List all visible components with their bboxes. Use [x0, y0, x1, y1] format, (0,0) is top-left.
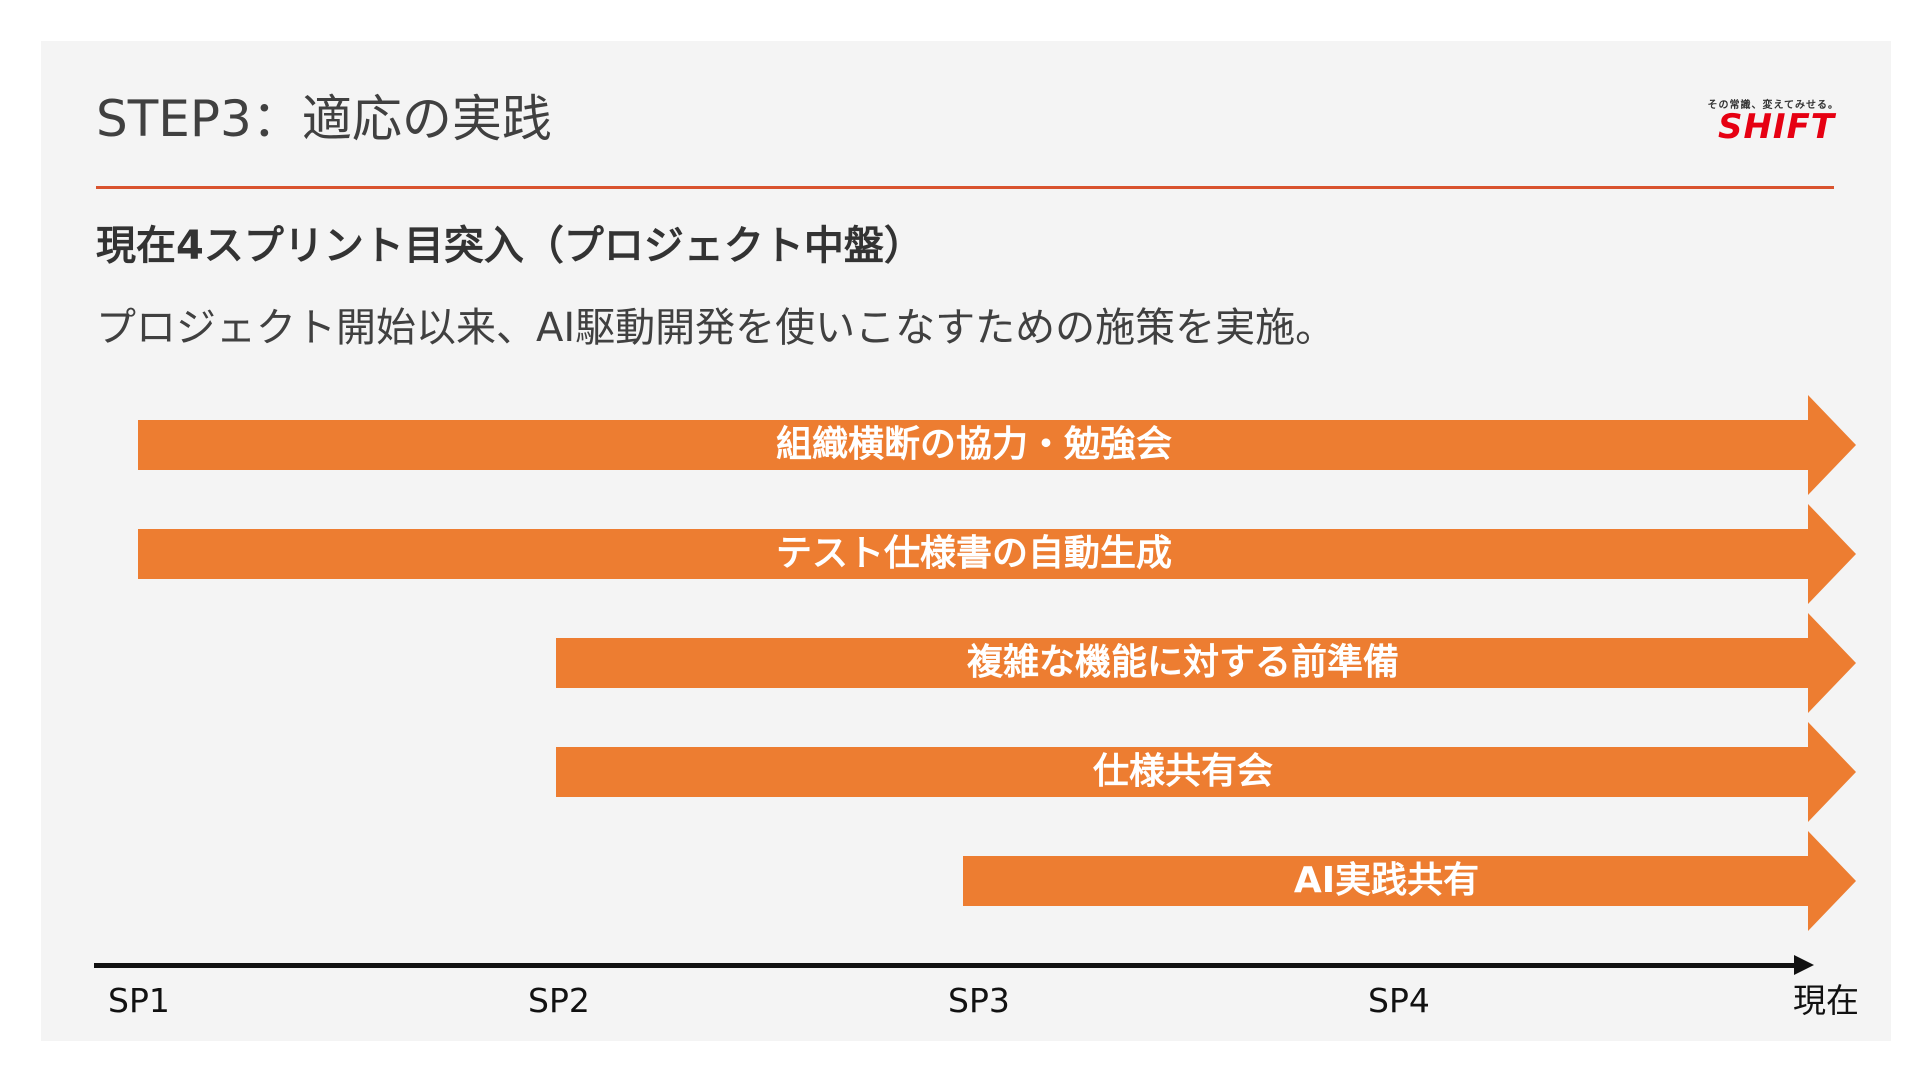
slide-title: STEP3：適応の実践 [96, 90, 552, 148]
title-divider [96, 186, 1834, 189]
tick-label-sp4: SP4 [1368, 981, 1430, 1020]
initiative-label: AI実践共有 [1293, 860, 1480, 901]
tick-label-now: 現在 [1793, 981, 1859, 1020]
initiative-arrow-test-spec: テスト仕様書の自動生成 [138, 504, 1856, 604]
arrow-head-icon [1808, 831, 1856, 931]
arrow-head-icon [1808, 395, 1856, 495]
tick-label-sp2: SP2 [528, 981, 590, 1020]
initiative-label: 組織横断の協力・勉強会 [775, 424, 1172, 465]
arrow-head-icon [1808, 613, 1856, 713]
arrow-shaft [138, 529, 1810, 579]
timeline-axis [94, 963, 1796, 968]
axis-arrow-icon [1794, 955, 1814, 975]
arrow-head-icon [1808, 504, 1856, 604]
description: プロジェクト開始以来、AI駆動開発を使いこなすための施策を実施。 [96, 305, 1336, 351]
subheading: 現在4スプリント目突入（プロジェクト中盤） [96, 223, 924, 269]
arrow-shaft [138, 420, 1810, 470]
tick-label-sp3: SP3 [948, 981, 1010, 1020]
arrow-shaft [556, 638, 1810, 688]
arrow-shaft [556, 747, 1810, 797]
initiative-arrow-ai-practice: AI実践共有 [963, 831, 1856, 931]
arrow-shaft [963, 856, 1810, 906]
initiative-arrow-spec-share: 仕様共有会 [556, 722, 1856, 822]
initiative-label: 仕様共有会 [1092, 751, 1273, 792]
arrow-head-icon [1808, 722, 1856, 822]
logo-wordmark: SHIFT [1717, 107, 1835, 147]
shift-logo: その常識、変えてみせる。 SHIFT [1679, 96, 1839, 156]
tick-label-sp1: SP1 [108, 981, 170, 1020]
logo-tagline: その常識、変えてみせる。 [1707, 100, 1839, 111]
initiative-label: 複雑な機能に対する前準備 [966, 642, 1399, 683]
slide: STEP3：適応の実践 その常識、変えてみせる。 SHIFT 現在4スプリント目… [41, 41, 1891, 1041]
initiative-label: テスト仕様書の自動生成 [775, 533, 1172, 574]
initiative-arrow-cross-org: 組織横断の協力・勉強会 [138, 395, 1856, 495]
initiative-arrow-complex-prep: 複雑な機能に対する前準備 [556, 613, 1856, 713]
